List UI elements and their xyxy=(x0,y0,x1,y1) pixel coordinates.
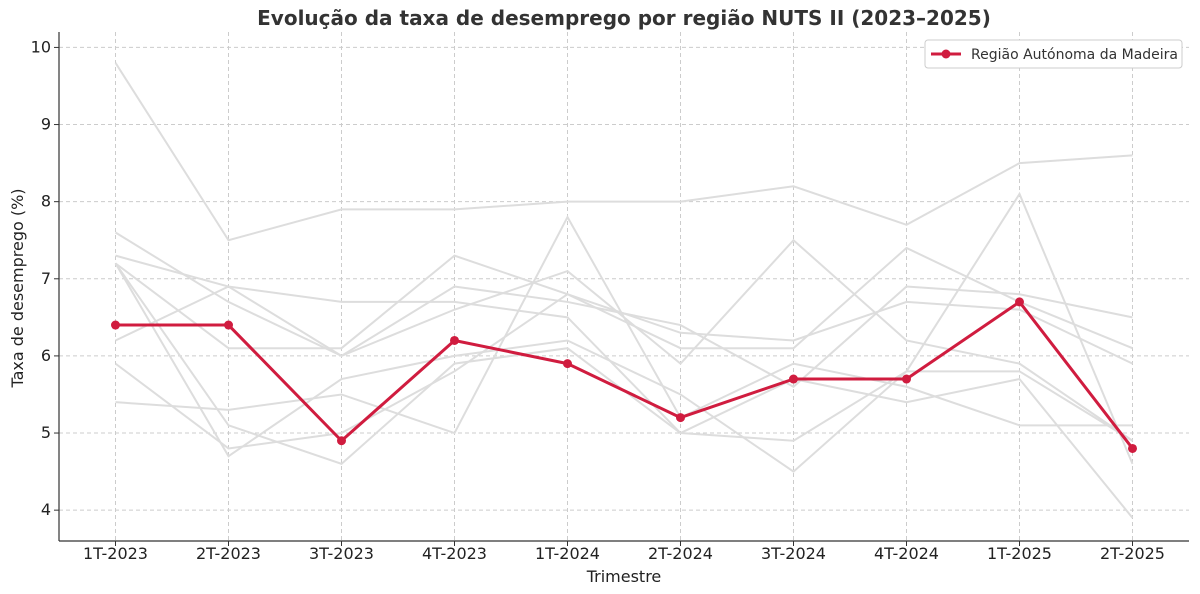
x-ticks: 1T-2023 2T-2023 3T-2023 4T-2023 1T-2024 2T-20… xyxy=(83,541,1165,563)
y-tick-label: 8 xyxy=(41,192,51,211)
y-tick-label: 10 xyxy=(31,37,51,56)
background-series-line xyxy=(115,238,1134,442)
x-tick-label: 4T-2024 xyxy=(874,544,939,563)
background-series-line xyxy=(115,214,1133,435)
highlight-point xyxy=(1128,443,1137,453)
highlight-point xyxy=(450,335,459,345)
x-tick-label: 2T-2023 xyxy=(196,544,261,563)
highlight-point xyxy=(1015,297,1024,307)
background-series-line xyxy=(114,293,1133,450)
legend-label: Região Autónoma da Madeira xyxy=(971,47,1178,63)
y-tick-label: 9 xyxy=(41,115,51,134)
x-tick-label: 1T-2025 xyxy=(987,544,1052,563)
legend-marker xyxy=(941,49,951,59)
background-series-line xyxy=(114,191,1134,473)
background-series-line xyxy=(114,62,1133,242)
highlight-point xyxy=(902,374,911,384)
y-tick-label: 5 xyxy=(41,423,51,442)
legend: Região Autónoma da Madeira xyxy=(924,39,1183,69)
y-ticks: 4 5 6 7 8 9 10 xyxy=(31,37,59,519)
y-tick-label: 4 xyxy=(41,500,51,519)
x-tick-label: 3T-2023 xyxy=(309,544,374,563)
highlight-point xyxy=(676,413,685,423)
highlight-point xyxy=(111,320,120,330)
x-tick-label: 1T-2023 xyxy=(83,544,148,563)
x-tick-label: 4T-2023 xyxy=(422,544,487,563)
chart-title: Evolução da taxa de desemprego por regiã… xyxy=(257,6,991,30)
x-tick-label: 3T-2024 xyxy=(761,544,826,563)
highlight-point xyxy=(224,320,233,330)
y-tick-label: 6 xyxy=(41,346,51,365)
highlight-series-line xyxy=(115,300,1134,450)
y-tick-label: 7 xyxy=(41,269,51,288)
background-series-line xyxy=(115,285,1134,442)
background-series-line xyxy=(114,246,1133,350)
axes xyxy=(58,32,1189,542)
highlight-point xyxy=(563,359,572,369)
highlight-point xyxy=(789,374,798,384)
highlight-point xyxy=(337,436,346,446)
highlight-series xyxy=(111,297,1137,453)
legend-box xyxy=(924,39,1183,69)
x-tick-label: 1T-2024 xyxy=(535,544,600,563)
x-axis-label: Trimestre xyxy=(586,567,662,586)
y-axis-label: Taxa de desemprego (%) xyxy=(8,188,27,388)
x-tick-label: 2T-2024 xyxy=(648,544,713,563)
background-series xyxy=(114,62,1134,519)
x-tick-label: 2T-2025 xyxy=(1100,544,1165,563)
